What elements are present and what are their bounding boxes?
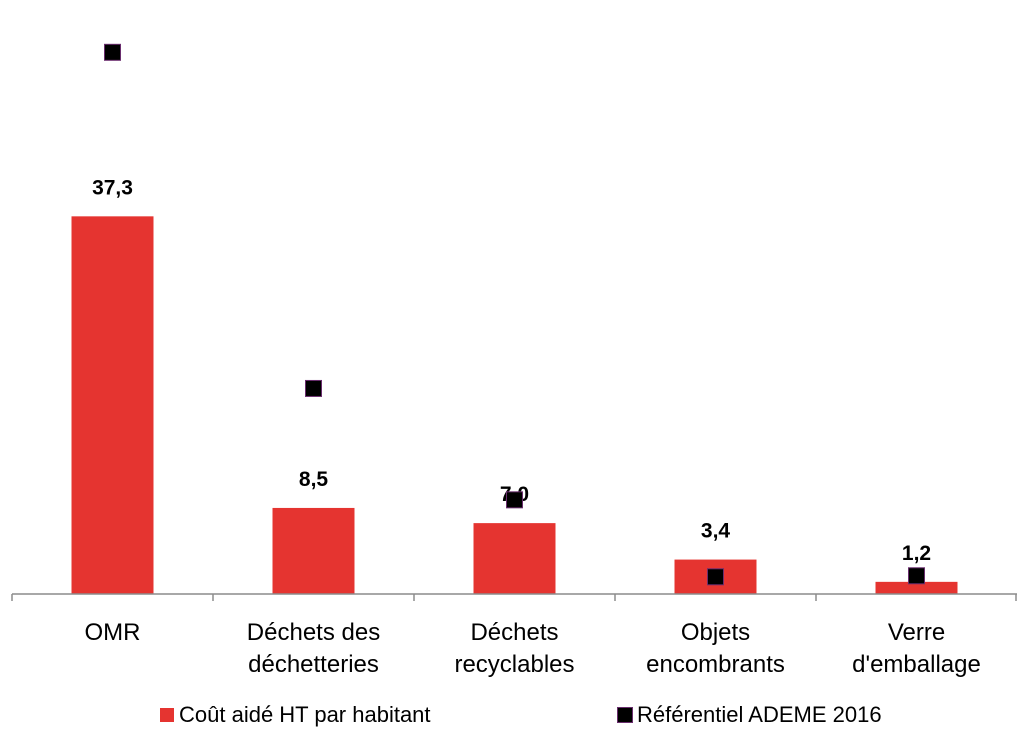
data-label: 37,3	[92, 176, 133, 199]
bar	[875, 581, 958, 594]
bar	[71, 216, 154, 594]
category-label: OMR	[85, 619, 141, 646]
data-label: 1,2	[902, 542, 931, 565]
category-label: Verre d'emballage	[852, 619, 981, 678]
legend-item-ademe: Référentiel ADEME 2016	[617, 702, 882, 728]
legend: Coût aidé HT par habitant Référentiel AD…	[0, 702, 1017, 730]
data-label: 8,5	[299, 468, 329, 491]
marker	[305, 379, 322, 397]
legend-swatch-bar	[160, 708, 174, 722]
legend-label-cout: Coût aidé HT par habitant	[179, 702, 431, 727]
bar	[473, 523, 556, 594]
category-label: Déchets recyclables	[454, 619, 574, 678]
marker	[707, 568, 724, 586]
bar	[272, 507, 355, 594]
marker	[908, 567, 925, 585]
legend-item-cout: Coût aidé HT par habitant	[160, 702, 431, 728]
legend-swatch-marker	[617, 707, 633, 723]
marker	[506, 491, 523, 509]
category-label: Déchets des déchetteries	[247, 619, 380, 678]
marker	[104, 43, 121, 61]
legend-label-ademe: Référentiel ADEME 2016	[637, 702, 882, 727]
data-label: 3,4	[701, 520, 731, 543]
category-label: Objets encombrants	[646, 619, 785, 678]
